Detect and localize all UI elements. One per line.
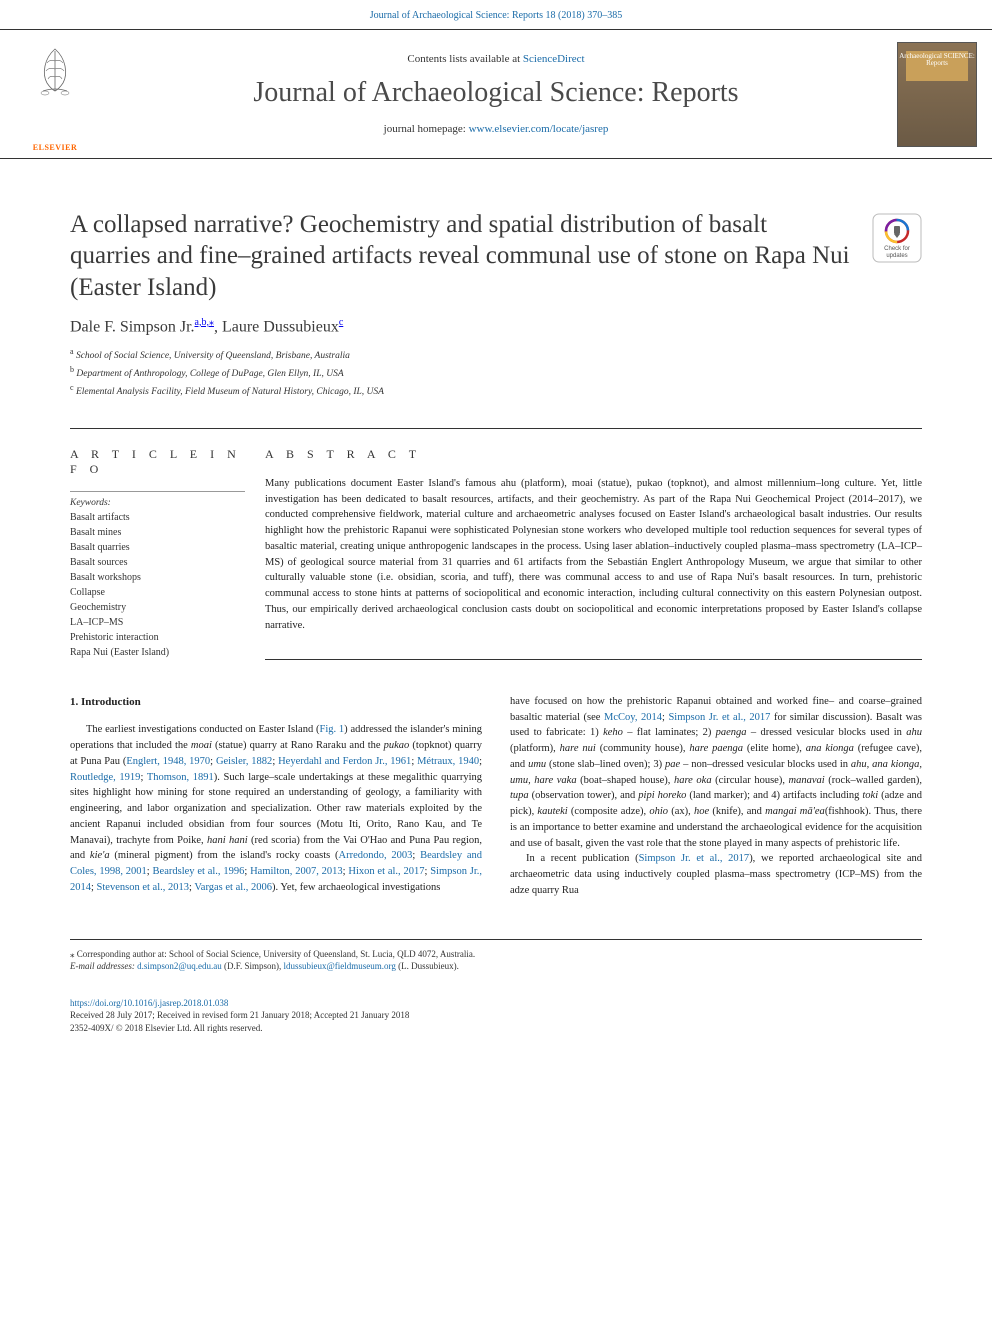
author-1-corr[interactable]: ⁎ [209, 317, 214, 328]
doi-link[interactable]: https://doi.org/10.1016/j.jasrep.2018.01… [70, 998, 228, 1008]
keyword: Basalt artifacts [70, 510, 245, 525]
contents-prefix: Contents lists available at [407, 53, 522, 65]
keyword: Prehistoric interaction [70, 630, 245, 645]
intro-para-1: The earliest investigations conducted on… [70, 722, 482, 895]
author-2: Laure Dussubieux [222, 318, 339, 335]
affiliations: a School of Social Science, University o… [70, 346, 922, 400]
ref-link[interactable]: Vargas et al., 2006 [194, 882, 272, 893]
author-1-affil[interactable]: a,b, [195, 317, 209, 328]
keyword: Collapse [70, 585, 245, 600]
info-abstract-row: A R T I C L E I N F O Keywords: Basalt a… [70, 428, 922, 660]
authors: Dale F. Simpson Jr.a,b,⁎, Laure Dussubie… [70, 317, 922, 336]
homepage-line: journal homepage: www.elsevier.com/locat… [120, 123, 872, 135]
keyword: Basalt sources [70, 555, 245, 570]
svg-text:updates: updates [886, 253, 907, 259]
svg-text:Check for: Check for [884, 246, 910, 252]
publisher-logo-block: ELSEVIER [0, 30, 110, 158]
ref-link[interactable]: Hixon et al., 2017 [348, 866, 424, 877]
header-center: Contents lists available at ScienceDirec… [110, 47, 882, 141]
homepage-prefix: journal homepage: [384, 123, 469, 135]
keyword: Basalt workshops [70, 570, 245, 585]
ref-link[interactable]: Simpson Jr. et al., 2017 [668, 712, 770, 723]
ref-link[interactable]: Métraux, 1940 [417, 756, 479, 767]
section-1-heading: 1. Introduction [70, 694, 482, 711]
footnotes: ⁎ Corresponding author at: School of Soc… [70, 939, 922, 973]
article-main: A collapsed narrative? Geochemistry and … [0, 159, 992, 1065]
journal-name: Journal of Archaeological Science: Repor… [120, 77, 872, 109]
body-columns: 1. Introduction The earliest investigati… [70, 694, 922, 899]
homepage-link[interactable]: www.elsevier.com/locate/jasrep [469, 123, 609, 135]
ref-link[interactable]: Routledge, 1919 [70, 772, 140, 783]
body-col-left: 1. Introduction The earliest investigati… [70, 694, 482, 899]
article-info-heading: A R T I C L E I N F O [70, 447, 245, 477]
email-link-2[interactable]: ldussubieux@fieldmuseum.org [284, 961, 396, 971]
affil-a: a School of Social Science, University o… [70, 346, 922, 364]
intro-para-2: In a recent publication (Simpson Jr. et … [510, 851, 922, 898]
keywords-label: Keywords: [70, 491, 245, 508]
abstract-col: A B S T R A C T Many publications docume… [265, 429, 922, 660]
affil-b: b Department of Anthropology, College of… [70, 364, 922, 382]
journal-cover-icon: Archaeological SCIENCE: Reports [897, 42, 977, 147]
elsevier-wordmark: ELSEVIER [33, 143, 77, 152]
ref-link[interactable]: Heyerdahl and Ferdon Jr., 1961 [278, 756, 411, 767]
article-info-col: A R T I C L E I N F O Keywords: Basalt a… [70, 429, 265, 660]
keyword: Basalt mines [70, 525, 245, 540]
copyright-line: 2352-409X/ © 2018 Elsevier Ltd. All righ… [70, 1022, 922, 1035]
ref-link[interactable]: Englert, 1948, 1970 [126, 756, 210, 767]
author-1: Dale F. Simpson Jr. [70, 318, 195, 335]
keyword: LA–ICP–MS [70, 615, 245, 630]
corresponding-author-note: ⁎ Corresponding author at: School of Soc… [70, 948, 922, 961]
abstract-text: Many publications document Easter Island… [265, 476, 922, 634]
ref-link[interactable]: McCoy, 2014 [604, 712, 662, 723]
ref-link[interactable]: Geisler, 1882 [216, 756, 272, 767]
elsevier-tree-icon [20, 36, 90, 106]
cover-thumb-block: Archaeological SCIENCE: Reports [882, 30, 992, 158]
journal-header-band: ELSEVIER Contents lists available at Sci… [0, 29, 992, 159]
ref-link[interactable]: Thomson, 1891 [147, 772, 214, 783]
citation-header: Journal of Archaeological Science: Repor… [0, 0, 992, 29]
email-link-1[interactable]: d.simpson2@uq.edu.au [137, 961, 222, 971]
contents-line: Contents lists available at ScienceDirec… [120, 53, 872, 65]
intro-para-1-cont: have focused on how the prehistoric Rapa… [510, 694, 922, 852]
body-col-right: have focused on how the prehistoric Rapa… [510, 694, 922, 899]
received-line: Received 28 July 2017; Received in revis… [70, 1009, 922, 1022]
keyword: Geochemistry [70, 600, 245, 615]
ref-link[interactable]: Arredondo, 2003 [339, 850, 413, 861]
ref-link[interactable]: Stevenson et al., 2013 [97, 882, 189, 893]
ref-link[interactable]: Simpson Jr. et al., 2017 [639, 853, 750, 864]
author-2-affil[interactable]: c [339, 317, 343, 328]
check-updates-badge[interactable]: Check for updates [872, 213, 922, 263]
cover-thumb-text: Archaeological SCIENCE: Reports [898, 53, 976, 68]
title-row: A collapsed narrative? Geochemistry and … [70, 209, 922, 303]
ref-link[interactable]: Beardsley et al., 1996 [153, 866, 245, 877]
fig-link[interactable]: Fig. 1 [320, 724, 345, 735]
ref-link[interactable]: Hamilton, 2007, 2013 [250, 866, 343, 877]
footer: https://doi.org/10.1016/j.jasrep.2018.01… [70, 997, 922, 1035]
sciencedirect-link[interactable]: ScienceDirect [523, 53, 585, 65]
keyword: Basalt quarries [70, 540, 245, 555]
keyword: Rapa Nui (Easter Island) [70, 645, 245, 660]
affil-c: c Elemental Analysis Facility, Field Mus… [70, 382, 922, 400]
email-line: E-mail addresses: d.simpson2@uq.edu.au (… [70, 960, 922, 973]
keywords-list: Basalt artifacts Basalt mines Basalt qua… [70, 510, 245, 660]
article-title: A collapsed narrative? Geochemistry and … [70, 209, 872, 303]
abstract-heading: A B S T R A C T [265, 447, 922, 462]
